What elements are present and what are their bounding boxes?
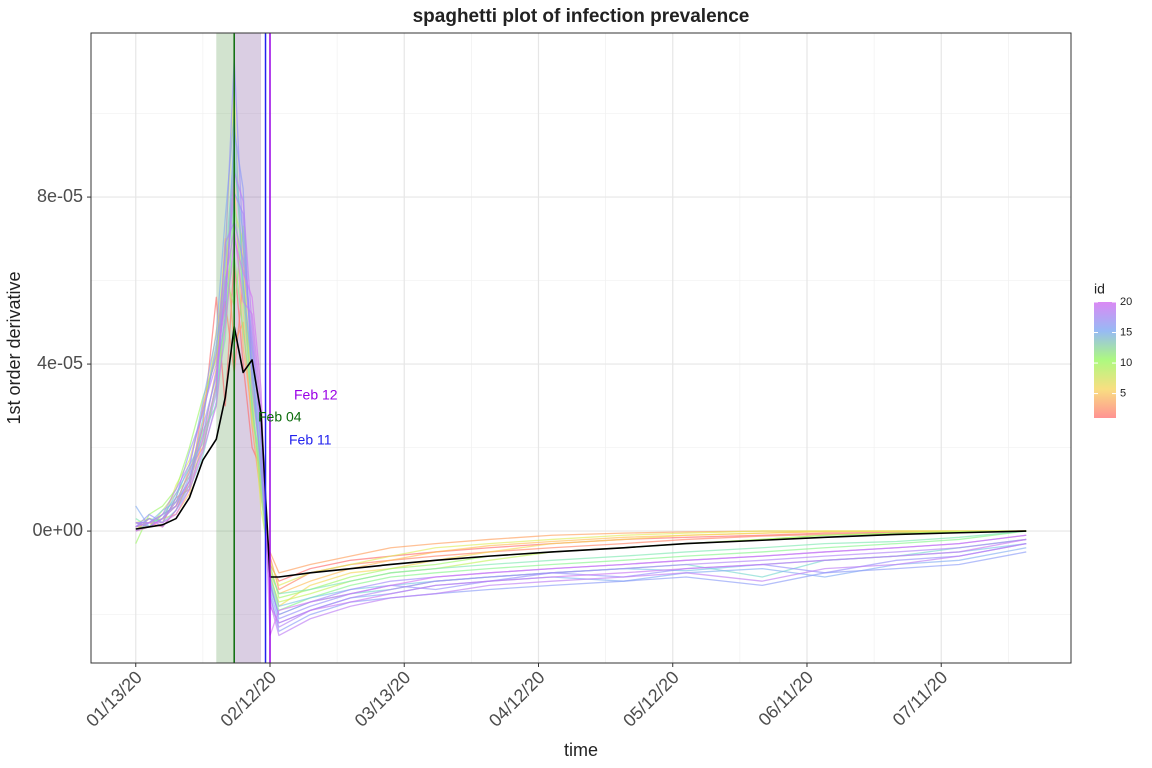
x-tick-label: 03/13/20 bbox=[351, 667, 415, 731]
x-tick-label: 02/12/20 bbox=[216, 667, 280, 731]
reference-label: Feb 11 bbox=[289, 432, 332, 448]
x-tick-label: 01/13/20 bbox=[82, 667, 146, 731]
chart-title: spaghetti plot of infection prevalence bbox=[413, 6, 750, 27]
y-tick-label: 0e+00 bbox=[32, 520, 83, 540]
highlight-band bbox=[216, 33, 235, 663]
reference-label: Feb 04 bbox=[258, 409, 302, 425]
series-line bbox=[135, 129, 1027, 632]
series-line bbox=[135, 163, 1027, 607]
x-tick-label: 04/12/20 bbox=[485, 667, 549, 731]
colorbar-label: 10 bbox=[1120, 357, 1132, 369]
series-line bbox=[135, 238, 1027, 637]
colorbar-label: 20 bbox=[1120, 296, 1132, 308]
x-tick-label: 07/11/20 bbox=[889, 667, 952, 730]
y-tick-label: 4e-05 bbox=[37, 353, 83, 373]
x-tick-label: 06/11/20 bbox=[754, 667, 817, 730]
y-axis-label: 1st order derivative bbox=[4, 271, 24, 424]
plot-area bbox=[135, 33, 1027, 663]
x-axis-label: time bbox=[564, 740, 598, 760]
colorbar-label: 5 bbox=[1120, 387, 1126, 399]
legend-title: id bbox=[1094, 281, 1105, 297]
plot-border bbox=[90, 32, 1072, 664]
series-line bbox=[135, 171, 1027, 637]
y-tick-label: 8e-05 bbox=[37, 186, 83, 206]
mean-line bbox=[135, 325, 1027, 578]
colorbar-label: 15 bbox=[1120, 326, 1132, 338]
series-line bbox=[135, 221, 1027, 628]
series-line bbox=[135, 229, 1027, 624]
x-tick-label: 05/12/20 bbox=[619, 667, 683, 731]
legend: id 5 10 15 20 bbox=[1094, 281, 1132, 418]
reference-label: Feb 12 bbox=[294, 387, 338, 403]
grid bbox=[91, 33, 1071, 663]
colorbar bbox=[1094, 302, 1116, 418]
